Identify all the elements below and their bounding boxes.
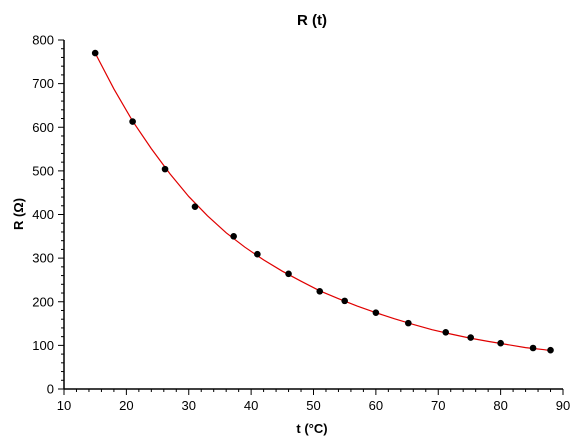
y-tick-label: 600 [32, 120, 54, 135]
data-point [91, 49, 99, 57]
data-point [497, 339, 504, 347]
x-tick-label: 40 [244, 398, 258, 413]
axes: 10 20 30 40 50 60 70 80 90 0 100 200 300 400 500 600 700… [32, 33, 570, 414]
y-tick-label: 0 [47, 382, 54, 397]
x-axis-label: t (°C) [296, 421, 327, 436]
data-point [529, 344, 537, 352]
data-point [285, 270, 292, 278]
data-point [467, 334, 474, 341]
y-tick-label: 300 [32, 251, 54, 266]
data-point [254, 250, 261, 258]
x-tick-label: 60 [369, 398, 383, 413]
x-tick-label: 20 [119, 398, 133, 413]
fit-curve-group [94, 52, 551, 352]
y-tick-label: 500 [32, 163, 54, 178]
x-tick-label: 70 [431, 398, 445, 413]
x-tick-label: 50 [306, 398, 320, 413]
x-tick-label: 10 [57, 398, 71, 413]
x-tick-label: 90 [556, 398, 570, 413]
y-tick-label: 400 [32, 207, 54, 222]
data-point [341, 297, 348, 305]
x-tick-label: 80 [493, 398, 507, 413]
chart-title: R (t) [297, 12, 327, 29]
y-tick-label: 700 [32, 76, 54, 91]
data-point [372, 309, 380, 316]
y-axis-label: R (Ω) [11, 198, 26, 230]
data-point [442, 328, 450, 336]
x-tick-label: 30 [182, 398, 196, 413]
data-points-group [91, 49, 554, 354]
data-point [191, 203, 199, 210]
y-tick-label: 200 [32, 294, 54, 309]
fit-curve [94, 52, 551, 352]
data-point [230, 233, 237, 240]
data-point [547, 346, 554, 354]
y-tick-label: 800 [32, 33, 54, 48]
data-point [405, 319, 412, 327]
data-point [129, 118, 136, 125]
data-point [316, 287, 324, 295]
data-point [161, 165, 169, 173]
y-tick-label: 100 [32, 338, 54, 353]
